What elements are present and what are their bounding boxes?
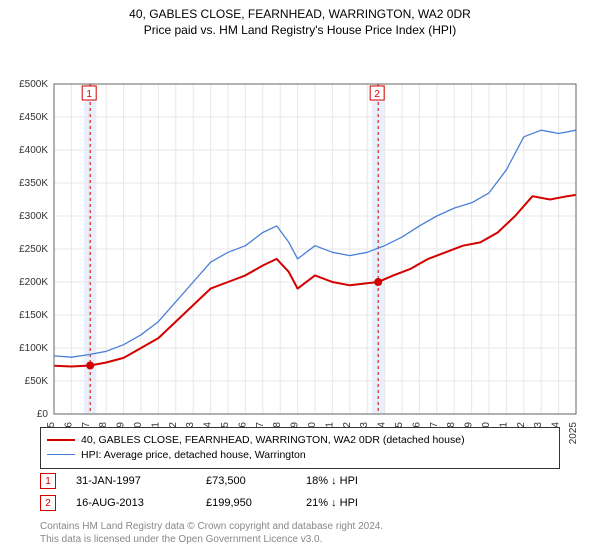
svg-text:£300K: £300K: [19, 211, 48, 222]
svg-text:£100K: £100K: [19, 343, 48, 354]
svg-text:1: 1: [86, 89, 92, 100]
line-chart: £0 £50K £100K £150K £200K £250K £300K £350K £400…: [0, 38, 600, 464]
marker-table: 1 31-JAN-1997£73,50018% ↓ HPI 2 16-AUG-2013…: [40, 470, 560, 514]
legend-swatch: [47, 439, 75, 441]
marker-delta: 18% ↓ HPI: [306, 475, 426, 487]
marker-price: £73,500: [206, 475, 306, 487]
legend: 40, GABLES CLOSE, FEARNHEAD, WARRINGTON,…: [40, 427, 560, 469]
svg-text:£400K: £400K: [19, 145, 48, 156]
legend-swatch: [47, 454, 75, 455]
marker-badge: 2: [40, 495, 56, 511]
footer: Contains HM Land Registry data © Crown c…: [40, 520, 560, 546]
svg-text:2025: 2025: [568, 422, 579, 445]
svg-text:£0: £0: [37, 409, 49, 420]
title-block: 40, GABLES CLOSE, FEARNHEAD, WARRINGTON,…: [0, 0, 600, 38]
title-address: 40, GABLES CLOSE, FEARNHEAD, WARRINGTON,…: [0, 6, 600, 22]
footer-line2: This data is licensed under the Open Gov…: [40, 533, 560, 546]
marker-date: 31-JAN-1997: [76, 475, 206, 487]
svg-text:£450K: £450K: [19, 112, 48, 123]
svg-text:£50K: £50K: [25, 376, 49, 387]
chart-container: 40, GABLES CLOSE, FEARNHEAD, WARRINGTON,…: [0, 0, 600, 560]
svg-text:£150K: £150K: [19, 310, 48, 321]
marker-price: £199,950: [206, 497, 306, 509]
marker-date: 16-AUG-2013: [76, 497, 206, 509]
svg-text:£250K: £250K: [19, 244, 48, 255]
marker-row: 1 31-JAN-1997£73,50018% ↓ HPI: [40, 470, 560, 492]
marker-row: 2 16-AUG-2013£199,95021% ↓ HPI: [40, 492, 560, 514]
svg-text:£350K: £350K: [19, 178, 48, 189]
marker-delta: 21% ↓ HPI: [306, 497, 426, 509]
legend-row: 40, GABLES CLOSE, FEARNHEAD, WARRINGTON,…: [47, 432, 553, 447]
svg-text:£500K: £500K: [19, 79, 48, 90]
legend-row: HPI: Average price, detached house, Warr…: [47, 447, 553, 462]
svg-text:2: 2: [374, 89, 380, 100]
footer-line1: Contains HM Land Registry data © Crown c…: [40, 520, 560, 533]
legend-label: 40, GABLES CLOSE, FEARNHEAD, WARRINGTON,…: [81, 434, 465, 446]
legend-label: HPI: Average price, detached house, Warr…: [81, 449, 306, 461]
title-subtitle: Price paid vs. HM Land Registry's House …: [0, 22, 600, 38]
svg-text:£200K: £200K: [19, 277, 48, 288]
marker-badge: 1: [40, 473, 56, 489]
